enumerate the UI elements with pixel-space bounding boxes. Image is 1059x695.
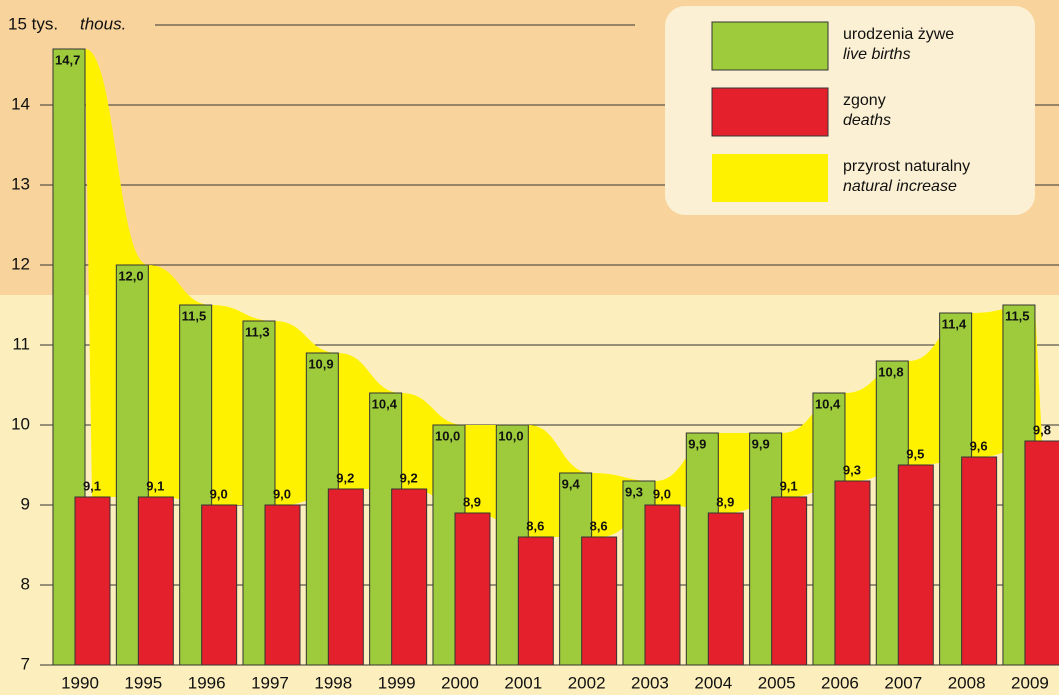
x-tick-label: 2003 <box>631 673 669 692</box>
value-label: 9,0 <box>210 486 228 501</box>
value-label: 9,5 <box>906 446 924 461</box>
y-tick-label: 7 <box>21 654 30 673</box>
value-label: 9,4 <box>562 476 581 491</box>
y-tick-label: 10 <box>11 414 30 433</box>
bar <box>961 456 998 666</box>
bar <box>707 512 744 666</box>
value-label: 10,9 <box>308 356 333 371</box>
value-label: 8,9 <box>463 494 481 509</box>
legend-swatch <box>711 21 829 71</box>
value-label: 10,4 <box>372 396 398 411</box>
legend: urodzenia żywe live births zgony deaths … <box>665 6 1035 215</box>
y-tick-label: 8 <box>21 574 30 593</box>
bar <box>897 464 934 666</box>
legend-label: natural increase <box>843 178 957 195</box>
legend-label: live births <box>843 46 911 63</box>
label-background <box>4 10 150 40</box>
bar <box>74 496 111 666</box>
y-tick-label: 11 <box>12 334 30 353</box>
x-tick-label: 2001 <box>504 673 542 692</box>
bar <box>1024 440 1059 666</box>
value-label: 8,9 <box>716 494 734 509</box>
bar <box>201 504 238 666</box>
x-tick-label: 2002 <box>568 673 606 692</box>
value-label: 11,5 <box>182 308 207 323</box>
value-label: 9,1 <box>146 478 164 493</box>
bar <box>771 496 808 666</box>
bar <box>391 488 428 666</box>
value-label: 9,2 <box>336 470 354 485</box>
x-tick-label: 1995 <box>124 673 162 692</box>
value-label: 11,5 <box>1005 308 1030 323</box>
value-label: 11,4 <box>942 316 967 331</box>
value-label: 9,1 <box>780 478 798 493</box>
value-label: 9,2 <box>400 470 418 485</box>
value-label: 9,9 <box>752 436 770 451</box>
value-label: 9,1 <box>83 478 101 493</box>
value-label: 10,8 <box>878 364 903 379</box>
y-tick-label: 14 <box>11 94 30 113</box>
y-tick-label: 12 <box>11 254 30 273</box>
legend-label: przyrost naturalny <box>843 158 970 175</box>
bar <box>454 512 491 666</box>
x-tick-label: 1999 <box>378 673 416 692</box>
value-label: 8,6 <box>590 518 608 533</box>
bar <box>834 480 871 666</box>
x-tick-label: 2000 <box>441 673 479 692</box>
bar <box>581 536 618 666</box>
bar <box>115 264 149 666</box>
x-tick-label: 1997 <box>251 673 289 692</box>
value-label: 10,0 <box>435 428 460 443</box>
x-tick-label: 2009 <box>1011 673 1049 692</box>
x-tick-label: 2005 <box>758 673 796 692</box>
y-tick-label: 13 <box>11 174 30 193</box>
bar <box>137 496 174 666</box>
legend-swatch <box>712 154 828 202</box>
value-label: 9,3 <box>625 484 643 499</box>
value-label: 9,0 <box>653 486 671 501</box>
legend-swatch <box>711 87 829 137</box>
value-label: 9,0 <box>273 486 291 501</box>
x-tick-label: 1996 <box>188 673 226 692</box>
value-label: 9,3 <box>843 462 861 477</box>
value-label: 9,8 <box>1033 422 1051 437</box>
bar <box>264 504 301 666</box>
x-tick-label: 2004 <box>694 673 732 692</box>
x-tick-label: 1998 <box>314 673 352 692</box>
value-label: 9,9 <box>688 436 706 451</box>
value-label: 14,7 <box>55 52 80 67</box>
bar <box>644 504 681 666</box>
legend-label: deaths <box>843 112 891 129</box>
value-label: 8,6 <box>526 518 544 533</box>
value-label: 10,4 <box>815 396 841 411</box>
bar <box>517 536 554 666</box>
x-tick-label: 2006 <box>821 673 859 692</box>
bar <box>327 488 364 666</box>
x-tick-label: 2007 <box>884 673 922 692</box>
legend-label: urodzenia żywe <box>843 26 954 43</box>
value-label: 9,6 <box>970 438 988 453</box>
y-unit-label-en: thous. <box>80 14 126 33</box>
y-tick-label: 9 <box>21 494 30 513</box>
legend-label: zgony <box>843 92 886 109</box>
value-label: 11,3 <box>245 324 270 339</box>
value-label: 10,0 <box>498 428 523 443</box>
x-tick-label: 2008 <box>948 673 986 692</box>
y-unit-label: 15 tys. <box>8 14 58 33</box>
x-tick-label: 1990 <box>61 673 99 692</box>
value-label: 12,0 <box>118 268 143 283</box>
